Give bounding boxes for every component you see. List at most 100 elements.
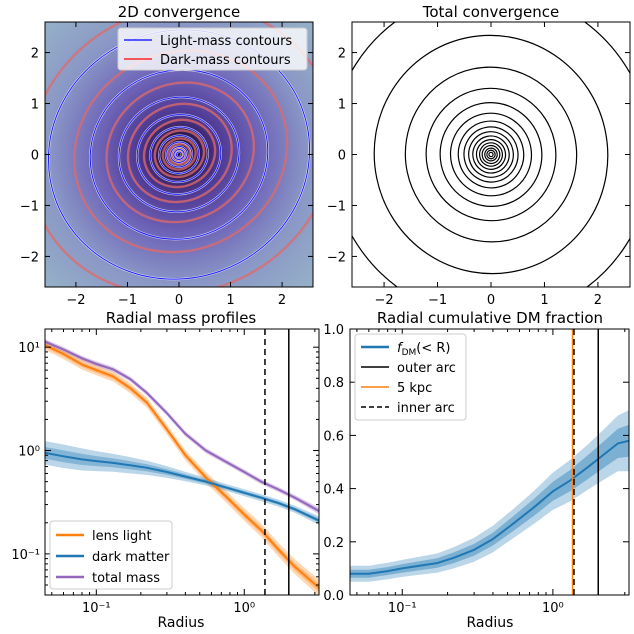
legend-label-total-mass: total mass (92, 571, 160, 586)
y-tick-label-2: −1 (327, 199, 346, 214)
y-tick-label-2: −2 (327, 250, 346, 265)
light-mass-contour (158, 135, 200, 174)
legend-dm-box (354, 333, 467, 421)
ticks-1: −2 −1 0 1 2 −2 −1 0 1 2 (20, 22, 313, 308)
y-tick-label-1: 0 (31, 149, 39, 164)
y-tick-label-3: 10¹ (18, 341, 40, 356)
legend-label-fdm-f: f (397, 341, 404, 356)
x-tick-label-1: −1 (118, 293, 137, 308)
y-tick-label-4: 0.4 (323, 483, 344, 498)
x-tick-label-3: 10⁻¹ (82, 601, 111, 616)
ticks-4: 10⁻¹ 10⁰ 0.0 0.2 0.4 0.6 0.8 1.0 (323, 323, 629, 616)
x-tick-label-4: 10⁻¹ (388, 601, 417, 616)
x-tick-label-1: −2 (66, 293, 85, 308)
y-tick-label-4: 0.8 (323, 376, 344, 391)
total-contour (457, 120, 525, 189)
y-tick-label-4: 0.0 (323, 589, 344, 604)
y-tick-label-1: −1 (20, 199, 39, 214)
axes-frame-4 (349, 328, 630, 596)
light-mass-contour (118, 96, 240, 213)
y-tick-label-4: 1.0 (323, 323, 344, 338)
total-contour (425, 87, 557, 222)
legend-label-outer-arc: outer arc (397, 361, 456, 376)
total-contour (404, 66, 578, 243)
xlabel-radial-mass: Radius (158, 615, 205, 631)
legend-label-dark: Dark-mass contours (160, 53, 291, 68)
legend-2d-box (117, 27, 308, 71)
total-contour (373, 34, 609, 275)
total-contour (484, 147, 498, 162)
y-tick-label-1: 2 (31, 47, 39, 62)
line-dark-matter (45, 451, 319, 522)
total-contour (449, 112, 533, 197)
legend-label-inner-arc: inner arc (397, 401, 455, 416)
total-contour (475, 139, 507, 170)
convergence-contours (45, 22, 313, 287)
y-tick-label-4: 0.2 (323, 536, 344, 551)
light-mass-contour (136, 114, 222, 195)
light-mass-contour (175, 151, 183, 158)
x-tick-label-2: −2 (374, 293, 393, 308)
total-contour (472, 135, 510, 174)
dark-mass-contour (167, 142, 192, 166)
light-mass-contour (149, 126, 209, 183)
total-contours (352, 22, 630, 287)
legend-mass-box (49, 520, 173, 590)
x-tick-label-1: 0 (175, 293, 183, 308)
total-contour (486, 149, 496, 160)
fdm-outer-band (350, 410, 629, 582)
title-total-convergence: Total convergence (422, 3, 559, 21)
y-tick-label-3: 10⁰ (18, 445, 40, 460)
total-contour (439, 102, 543, 207)
x-tick-label-2: −1 (428, 293, 447, 308)
y-tick-label-1: 1 (31, 98, 39, 113)
y-tick-label-2: 0 (338, 149, 346, 164)
panel-total-convergence: Total convergence −2 −1 0 1 2 −2 −1 0 1 2 (327, 3, 631, 308)
title-dm-fraction: Radial cumulative DM fraction (377, 309, 603, 327)
y-tick-label-2: 2 (338, 47, 346, 62)
legend-label-5kpc: 5 kpc (397, 381, 432, 396)
axes-frame-3 (44, 328, 320, 596)
y-tick-label-2: 1 (338, 98, 346, 113)
ticks-2: −2 −1 0 1 2 −2 −1 0 1 2 (327, 22, 630, 308)
dark-mass-contour (142, 118, 217, 189)
panel-2d-convergence: 2D convergence −2 −1 0 1 2 −2 −1 0 1 2 Light-mass… (20, 3, 314, 308)
title-2d-convergence: 2D convergence (118, 3, 241, 21)
dm-fraction-curves (350, 329, 629, 595)
fdm-line (350, 439, 629, 575)
x-tick-label-1: 2 (278, 293, 286, 308)
legend-label-lens-light: lens light (92, 529, 152, 544)
dark-mass-contour (45, 22, 313, 287)
dark-mass-contour (153, 129, 206, 179)
legend-label-dark-matter: dark matter (92, 550, 170, 565)
title-radial-mass-profiles: Radial mass profiles (106, 309, 257, 327)
legend-dm: fDM(< R) outer arc 5 kpc inner arc (354, 333, 467, 421)
fdm-inner-band (350, 424, 629, 578)
band-lens-light (45, 339, 319, 595)
axes-background-2 (352, 22, 630, 287)
panel-radial-mass-profiles: Radial mass profiles 10⁻¹ 10⁰ 10¹ 10⁰ 10⁻¹ R… (11, 309, 320, 631)
light-mass-contour (89, 69, 269, 240)
y-tick-label-4: 0.6 (323, 429, 344, 444)
line-total-mass (45, 340, 319, 512)
y-tick-label-3: 10⁻¹ (11, 548, 40, 563)
light-mass-contour (173, 149, 185, 160)
legend-label-fdm-rest: (< R) (416, 341, 450, 356)
x-tick-label-2: 1 (540, 293, 548, 308)
light-mass-contour (165, 141, 193, 168)
x-tick-label-2: 0 (487, 293, 495, 308)
x-tick-label-4: 10⁰ (542, 601, 564, 616)
light-mass-contour (170, 146, 188, 163)
x-tick-label-1: 1 (226, 293, 234, 308)
line-lens-light (45, 344, 319, 589)
mass-profile-curves (45, 329, 319, 595)
total-contour (463, 126, 519, 183)
panel-dm-fraction: Radial cumulative DM fraction 10⁻¹ 10⁰ 0.0… (323, 309, 630, 631)
dark-mass-contour (161, 137, 197, 171)
x-tick-label-2: 2 (594, 293, 602, 308)
legend-2d: Light-mass contours Dark-mass contours (117, 27, 308, 71)
x-tick-label-3: 10⁰ (233, 601, 255, 616)
legend-label-light: Light-mass contours (160, 34, 292, 49)
total-contour (468, 131, 514, 178)
